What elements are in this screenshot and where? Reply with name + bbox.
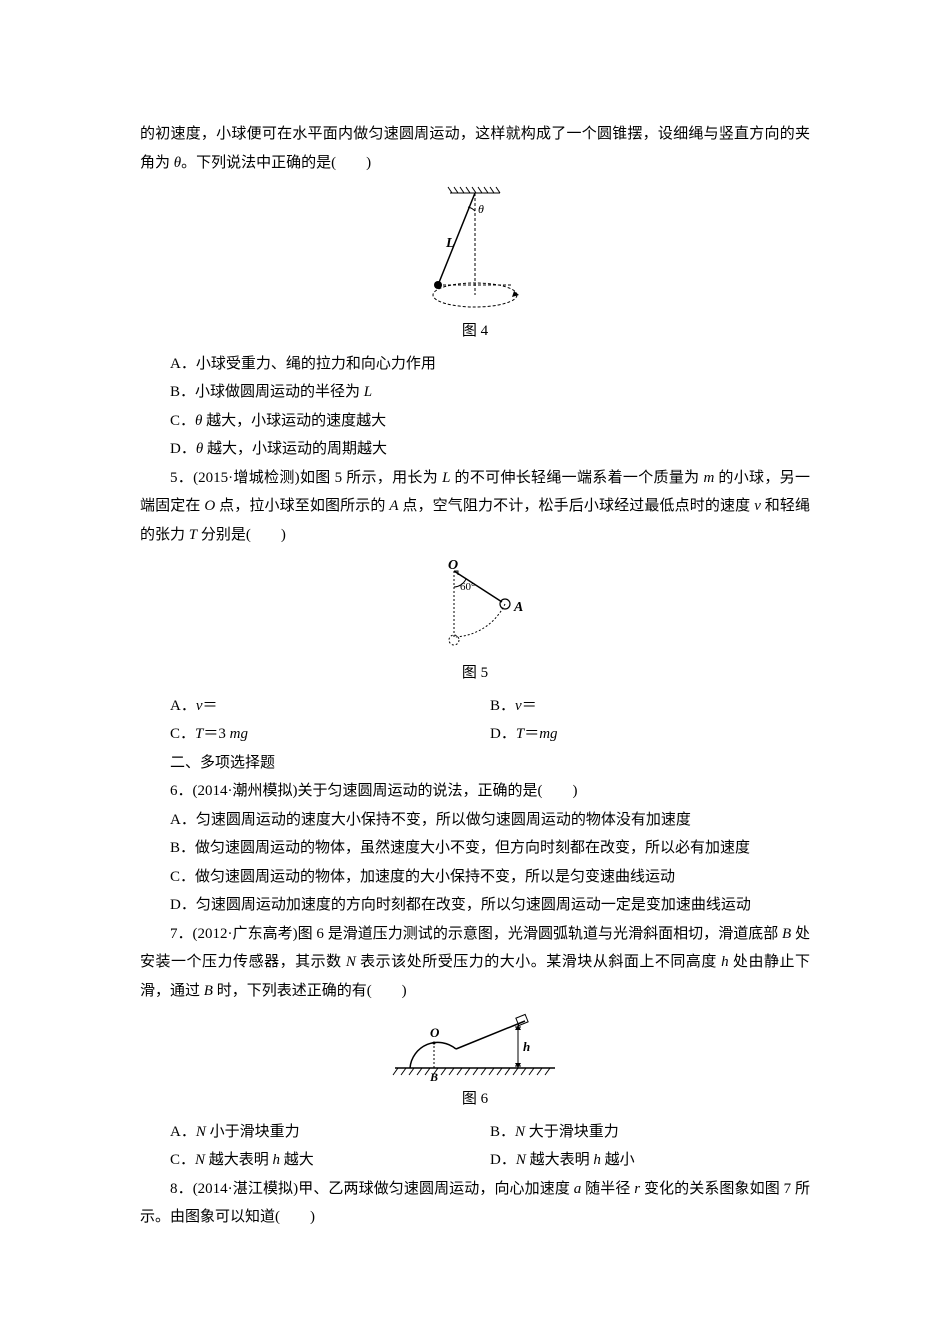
fig5-caption: 图 5 [140, 659, 810, 688]
fig6-svg: O B h [390, 1013, 560, 1083]
q5-options-row2: C．T＝3 mg D．T＝mg [140, 720, 810, 749]
figure-4: θ L 图 4 [140, 185, 810, 346]
fig5-angle: 60° [460, 581, 475, 593]
fig4-L: L [445, 236, 455, 251]
section-2-title: 二、多项选择题 [140, 749, 810, 778]
q7-option-d: D．N 越大表明 h 越小 [490, 1146, 810, 1175]
q5-option-c: C．T＝3 mg [170, 720, 490, 749]
fig5-svg: O 60° A [420, 557, 530, 657]
q6-option-c: C．做匀速圆周运动的物体，加速度的大小保持不变，所以是匀变速曲线运动 [140, 863, 810, 892]
q7-option-b: B．N 大于滑块重力 [490, 1118, 810, 1147]
q6-option-a: A．匀速圆周运动的速度大小保持不变，所以做匀速圆周运动的物体没有加速度 [140, 806, 810, 835]
q4-option-a: A．小球受重力、绳的拉力和向心力作用 [140, 350, 810, 379]
q7-option-a: A．N 小于滑块重力 [170, 1118, 490, 1147]
q5-stem: 5．(2015·增城检测)如图 5 所示，用长为 L 的不可伸长轻绳一端系着一个… [140, 464, 810, 550]
q6-option-b: B．做匀速圆周运动的物体，虽然速度大小不变，但方向时刻都在改变，所以必有加速度 [140, 834, 810, 863]
fig6-caption: 图 6 [140, 1085, 810, 1114]
fig6-O: O [430, 1025, 440, 1040]
fig5-A: A [513, 600, 523, 615]
q7-option-c: C．N 越大表明 h 越大 [170, 1146, 490, 1175]
fig6-B: B [429, 1070, 438, 1083]
q6-option-d: D．匀速圆周运动加速度的方向时刻都在改变，所以匀速圆周运动一定是变加速曲线运动 [140, 891, 810, 920]
q5-options-row1: A．v＝ B．v＝ [140, 692, 810, 721]
q6-stem: 6．(2014·潮州模拟)关于匀速圆周运动的说法，正确的是( ) [140, 777, 810, 806]
q7-options-row1: A．N 小于滑块重力 B．N 大于滑块重力 [140, 1118, 810, 1147]
figure-5: O 60° A 图 5 [140, 557, 810, 688]
fig4-svg: θ L [410, 185, 540, 315]
q4-option-d: D．θ 越大，小球运动的周期越大 [140, 435, 810, 464]
fig4-theta: θ [478, 202, 484, 216]
q7-options-row2: C．N 越大表明 h 越大 D．N 越大表明 h 越小 [140, 1146, 810, 1175]
q7-stem: 7．(2012·广东高考)图 6 是滑道压力测试的示意图，光滑圆弧轨道与光滑斜面… [140, 920, 810, 1006]
q4-option-c: C．θ 越大，小球运动的速度越大 [140, 407, 810, 436]
q5-option-d: D．T＝mg [490, 720, 810, 749]
figure-6: O B h 图 6 [140, 1013, 810, 1114]
q5-option-b: B．v＝ [490, 692, 810, 721]
fig4-caption: 图 4 [140, 317, 810, 346]
q8-stem: 8．(2014·湛江模拟)甲、乙两球做匀速圆周运动，向心加速度 a 随半径 r … [140, 1175, 810, 1232]
fig6-h: h [523, 1039, 530, 1054]
q5-option-a: A．v＝ [170, 692, 490, 721]
intro-text: 的初速度，小球便可在水平面内做匀速圆周运动，这样就构成了一个圆锥摆，设细绳与竖直… [140, 120, 810, 177]
intro-part2: 。下列说法中正确的是( ) [181, 155, 371, 171]
q4-option-b: B．小球做圆周运动的半径为 L [140, 378, 810, 407]
